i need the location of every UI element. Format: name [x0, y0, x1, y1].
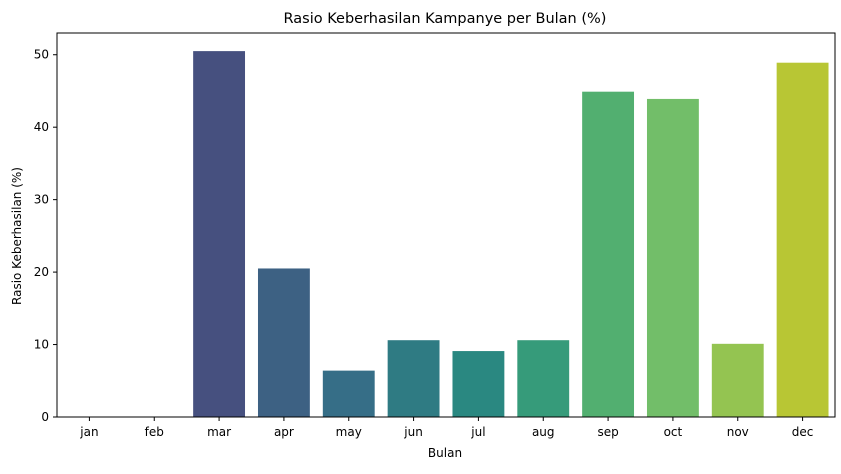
y-axis-label: Rasio Keberhasilan (%)	[10, 167, 24, 305]
x-tick-label: jun	[403, 425, 423, 439]
x-axis-ticks: jan feb mar apr may jun jul aug sep oct nov dec	[79, 417, 813, 439]
x-tick-label: dec	[792, 425, 814, 439]
bar-sep	[582, 91, 635, 417]
plot-frame	[56, 32, 836, 418]
y-axis-ticks: 0 10 20 30 40 50	[34, 48, 57, 424]
y-tick-label: 0	[41, 410, 49, 424]
bars-group	[193, 51, 829, 418]
y-tick-label: 20	[34, 265, 49, 279]
x-tick-label: jan	[79, 425, 98, 439]
bar-nov	[711, 343, 764, 417]
x-tick-label: may	[336, 425, 362, 439]
y-tick-label: 30	[34, 193, 49, 207]
x-tick-label: oct	[664, 425, 683, 439]
x-tick-label: sep	[597, 425, 618, 439]
x-tick-label: jul	[470, 425, 485, 439]
x-tick-label: apr	[274, 425, 294, 439]
x-tick-label: aug	[532, 425, 555, 439]
bar-oct	[646, 98, 699, 418]
y-tick-label: 40	[34, 120, 49, 134]
x-tick-label: feb	[145, 425, 164, 439]
bar-aug	[517, 340, 570, 417]
bar-apr	[257, 268, 310, 417]
y-tick-label: 50	[34, 48, 49, 62]
bar-dec	[776, 62, 829, 418]
x-tick-label: mar	[207, 425, 231, 439]
x-axis-label: Bulan	[428, 446, 462, 460]
bar-mar	[193, 51, 246, 417]
chart-title: Rasio Keberhasilan Kampanye per Bulan (%…	[284, 11, 607, 27]
y-tick-label: 10	[34, 338, 49, 352]
bar-may	[322, 370, 375, 417]
bar-jul	[452, 351, 505, 417]
x-tick-label: nov	[727, 425, 749, 439]
bar-jun	[387, 340, 440, 417]
